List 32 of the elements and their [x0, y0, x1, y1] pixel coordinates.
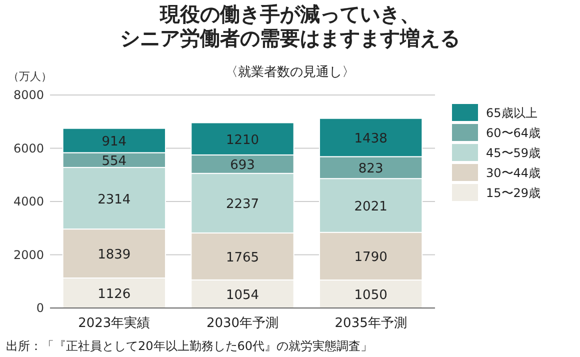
legend-label: 45〜59歳 — [486, 146, 541, 160]
data-label: 1438 — [354, 132, 388, 147]
x-tick-label: 2030年予測 — [206, 316, 279, 331]
data-label: 2237 — [226, 197, 260, 212]
x-tick-label: 2023年実績 — [78, 315, 150, 331]
data-label: 2021 — [354, 199, 388, 214]
chart-title: 現役の働き手が減っていき、シニア労働者の需要はますます増える — [119, 2, 461, 50]
data-label: 823 — [358, 162, 384, 177]
chart-subtitle: 〈就業者数の見通し〉 — [225, 65, 355, 80]
legend-label: 65歳以上 — [486, 106, 538, 120]
data-label: 1765 — [226, 250, 260, 266]
text: 出所：「『正社員として20年以上勤務した60代』の就労実態調査」 — [6, 339, 373, 353]
data-label: 1054 — [226, 288, 260, 303]
data-label: 1790 — [354, 250, 388, 266]
data-label: 554 — [102, 154, 127, 170]
data-label: 1839 — [98, 248, 131, 263]
y-tick-label: 8000 — [13, 88, 44, 102]
y-tick-label: 4000 — [13, 194, 44, 208]
legend-label: 30〜44歳 — [486, 166, 541, 180]
data-label: 1210 — [226, 132, 260, 148]
y-tick-label: 2000 — [13, 248, 44, 262]
legend-label: 15〜29歳 — [486, 186, 541, 200]
data-label: 914 — [102, 134, 127, 150]
y-tick-label: 6000 — [13, 141, 44, 156]
y-axis-title: （万人） — [8, 70, 52, 83]
y-tick-label: 0 — [36, 301, 44, 315]
x-tick-label: 2035年予測 — [334, 316, 407, 331]
data-label: 2314 — [98, 192, 131, 208]
legend-label: 60〜64歳 — [486, 126, 541, 140]
data-label: 1050 — [354, 288, 388, 304]
data-label: 1126 — [98, 287, 131, 302]
data-label: 693 — [230, 158, 255, 174]
